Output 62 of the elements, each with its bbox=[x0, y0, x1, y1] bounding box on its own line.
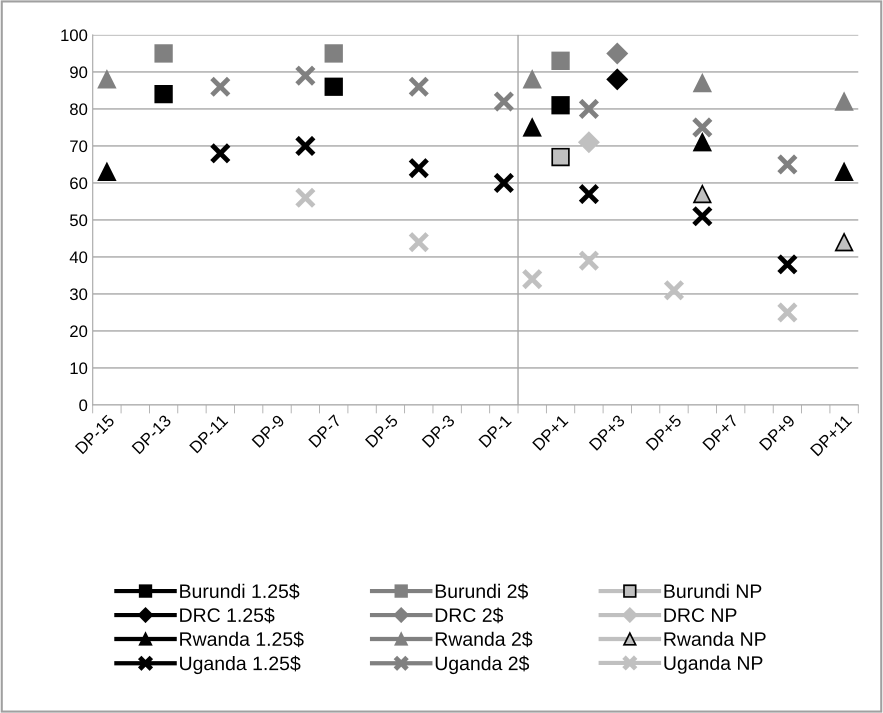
y-tick-label: 100 bbox=[61, 29, 88, 42]
point bbox=[154, 84, 173, 104]
point bbox=[834, 92, 854, 111]
legend-label: DRC NP bbox=[664, 608, 736, 622]
point bbox=[523, 70, 542, 89]
legend-label: Uganda 1.25$ bbox=[180, 656, 300, 674]
point bbox=[578, 183, 600, 205]
point bbox=[578, 132, 600, 153]
point bbox=[834, 162, 854, 182]
point bbox=[692, 205, 714, 228]
point bbox=[551, 96, 570, 114]
y-tick-label: 80 bbox=[70, 103, 88, 116]
point bbox=[408, 157, 430, 179]
point bbox=[578, 98, 600, 120]
legend-label: Rwanda NP bbox=[664, 632, 766, 646]
legend-label: Burundi NP bbox=[664, 584, 762, 598]
point bbox=[324, 78, 343, 96]
y-tick-label: 20 bbox=[70, 325, 88, 338]
point bbox=[98, 162, 116, 182]
point bbox=[324, 44, 343, 63]
y-tick-label: 60 bbox=[70, 177, 88, 190]
point bbox=[551, 52, 570, 70]
y-tick-label: 0 bbox=[79, 399, 88, 412]
point bbox=[408, 231, 430, 253]
legend-label: Rwanda 2$ bbox=[436, 631, 532, 648]
point bbox=[692, 116, 714, 138]
point bbox=[663, 280, 685, 302]
point bbox=[606, 68, 628, 90]
legend-label: Rwanda 1.25$ bbox=[180, 631, 304, 648]
legend-label: Uganda NP bbox=[664, 656, 762, 674]
legend-label: Burundi 2$ bbox=[436, 584, 528, 600]
y-tick-label: 70 bbox=[70, 140, 88, 152]
point bbox=[521, 268, 543, 290]
point bbox=[408, 76, 430, 98]
legend-label: Uganda 2$ bbox=[436, 656, 530, 674]
y-tick-label: 30 bbox=[70, 288, 88, 300]
point bbox=[493, 90, 515, 112]
point bbox=[606, 42, 628, 64]
point bbox=[294, 64, 316, 86]
legend-label: Burundi 1.25$ bbox=[180, 584, 300, 600]
point bbox=[523, 118, 542, 137]
legend-label: DRC 1.25$ bbox=[180, 607, 274, 624]
y-tick-label: 40 bbox=[70, 251, 88, 264]
point bbox=[578, 250, 600, 272]
point bbox=[834, 232, 854, 252]
y-tick-label: 10 bbox=[70, 362, 88, 374]
point bbox=[776, 254, 798, 276]
point bbox=[551, 148, 570, 166]
point bbox=[776, 154, 798, 176]
point bbox=[776, 302, 798, 324]
point bbox=[294, 135, 316, 157]
point bbox=[693, 184, 712, 204]
point bbox=[294, 186, 316, 209]
point bbox=[693, 74, 712, 92]
point bbox=[98, 70, 116, 89]
y-tick-label: 50 bbox=[70, 214, 88, 226]
y-tick-label: 90 bbox=[70, 66, 88, 78]
legend-label: DRC 2$ bbox=[436, 607, 504, 624]
point bbox=[154, 44, 173, 63]
point bbox=[210, 76, 232, 98]
point bbox=[210, 142, 232, 164]
point bbox=[693, 133, 712, 152]
